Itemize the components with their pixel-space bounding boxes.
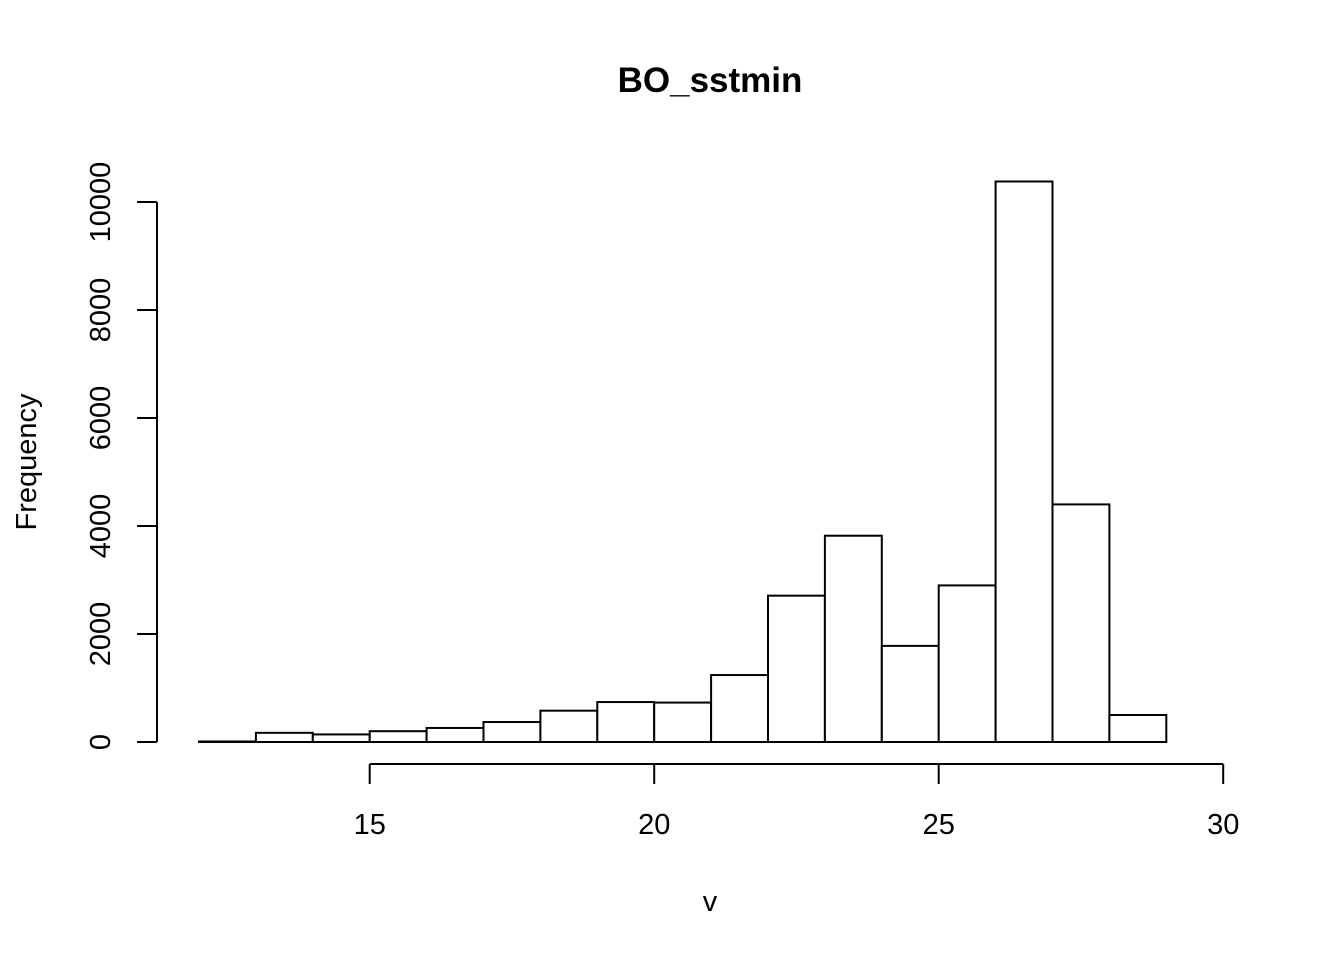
x-tick-label-15: 15 [354, 809, 386, 841]
bar-14-15 [311, 733, 371, 744]
bar-19-20 [596, 701, 656, 743]
y-axis-title: Frequency [11, 393, 43, 531]
y-tick-label-2000: 2000 [85, 602, 117, 667]
x-tick-label-25: 25 [923, 809, 955, 841]
x-axis: 15 20 25 30 [354, 763, 1239, 841]
bar-20-21 [653, 701, 713, 744]
bar-28-29 [1108, 714, 1168, 743]
chart-title: BO_sstmin [618, 61, 803, 100]
bar-21-22 [710, 674, 769, 743]
bar-22-23 [767, 594, 826, 743]
bar-12-13 [198, 740, 257, 744]
bar-24-25 [880, 644, 940, 744]
histogram-bars [198, 180, 1168, 744]
bar-25-26 [937, 584, 997, 744]
y-tick-label-0: 0 [85, 734, 117, 750]
bar-23-24 [823, 534, 883, 743]
bar-27-28 [1051, 503, 1111, 743]
y-axis: 0 2000 4000 6000 8000 10000 [85, 162, 158, 750]
y-tick-label-6000: 6000 [85, 386, 117, 451]
bar-17-18 [482, 721, 542, 744]
y-tick-label-4000: 4000 [85, 494, 117, 559]
bar-18-19 [539, 709, 599, 743]
x-tick-label-30: 30 [1207, 809, 1239, 841]
x-axis-title: v [703, 886, 718, 918]
bar-26-27 [994, 180, 1054, 744]
y-tick-label-10000: 10000 [85, 162, 117, 243]
bar-13-14 [254, 731, 314, 744]
y-tick-label-8000: 8000 [85, 278, 117, 343]
x-tick-label-20: 20 [638, 809, 670, 841]
bar-15-16 [368, 730, 428, 744]
bar-16-17 [425, 726, 485, 744]
